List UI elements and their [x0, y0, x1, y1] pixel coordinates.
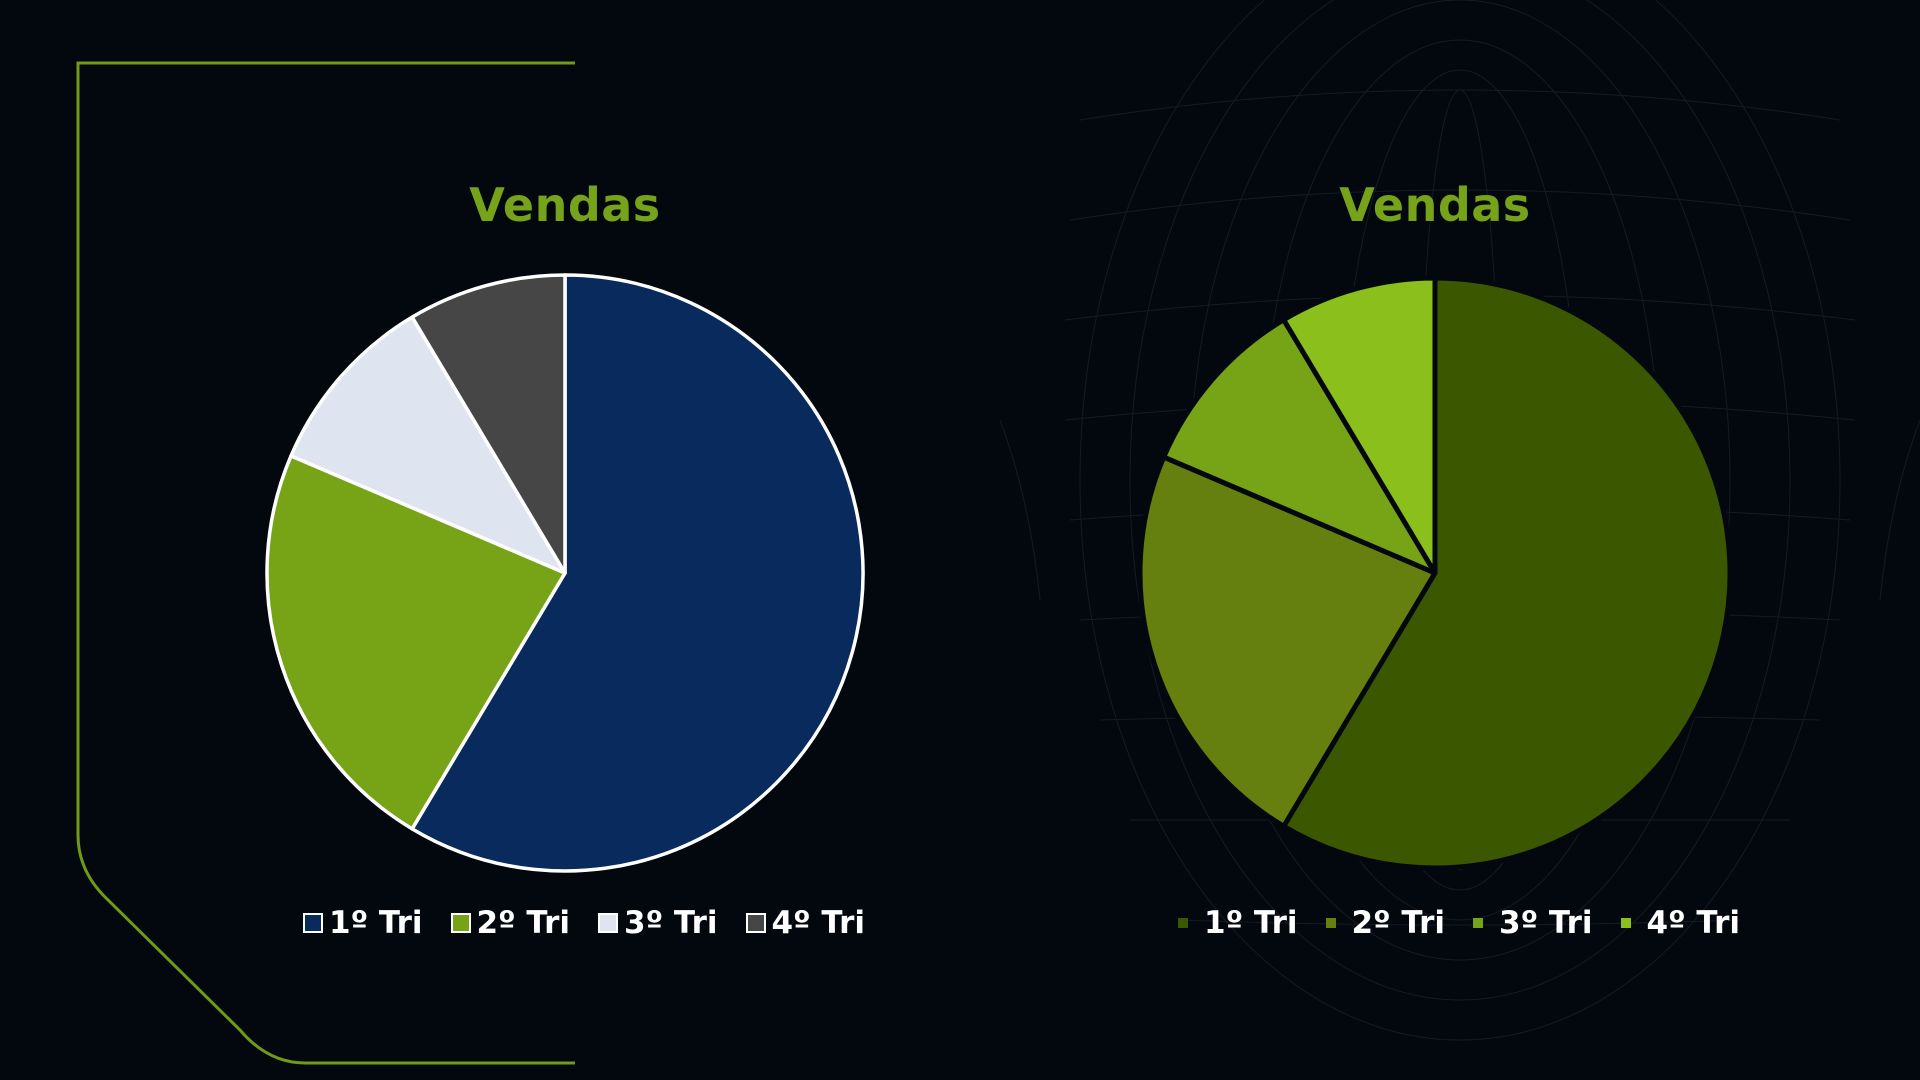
pie-slice-1	[1281, 275, 1733, 871]
legend-label: 3º Tri	[1499, 905, 1593, 941]
chart-title-left: Vendas	[469, 178, 661, 232]
legend-left: 1º Tri 2º Tri 3º Tri 4º Tri	[303, 905, 865, 941]
pie-slice-1	[410, 273, 865, 873]
legend-label: 4º Tri	[1646, 905, 1741, 941]
legend-item: 2º Tri	[450, 905, 571, 941]
legend-item: 1º Tri	[303, 905, 423, 941]
legend-swatch	[1178, 918, 1188, 928]
legend-item: 4º Tri	[1620, 905, 1741, 941]
legend-swatch	[745, 913, 766, 933]
pie-slice-4	[410, 273, 567, 575]
legend-label: 4º Tri	[771, 905, 866, 941]
legend-label: 1º Tri	[1204, 905, 1298, 941]
pie-slice-3	[1161, 317, 1438, 576]
legend-swatch	[303, 913, 323, 933]
legend-label: 2º Tri	[476, 905, 571, 941]
legend-swatch	[598, 913, 618, 933]
chart-title-right: Vendas	[1339, 178, 1531, 232]
legend-item: 1º Tri	[1178, 905, 1298, 941]
legend-label: 1º Tri	[329, 905, 423, 941]
pie-slice-2	[265, 454, 567, 831]
legend-item: 3º Tri	[598, 905, 718, 941]
legend-right: 1º Tri 2º Tri 3º Tri 4º Tri	[1178, 905, 1740, 941]
pie-slice-4	[1281, 275, 1438, 576]
legend-item: 3º Tri	[1473, 905, 1593, 941]
legend-label: 2º Tri	[1351, 905, 1446, 941]
legend-label: 3º Tri	[624, 905, 718, 941]
pie-slice-3	[289, 315, 567, 575]
frame-line	[76, 61, 575, 1065]
legend-swatch	[1325, 918, 1336, 928]
legend-item: 2º Tri	[1325, 905, 1446, 941]
legend-swatch	[450, 913, 471, 933]
legend-swatch	[1620, 918, 1631, 928]
pie-slice-2	[1137, 454, 1438, 829]
legend-swatch	[1473, 918, 1483, 928]
legend-item: 4º Tri	[745, 905, 866, 941]
